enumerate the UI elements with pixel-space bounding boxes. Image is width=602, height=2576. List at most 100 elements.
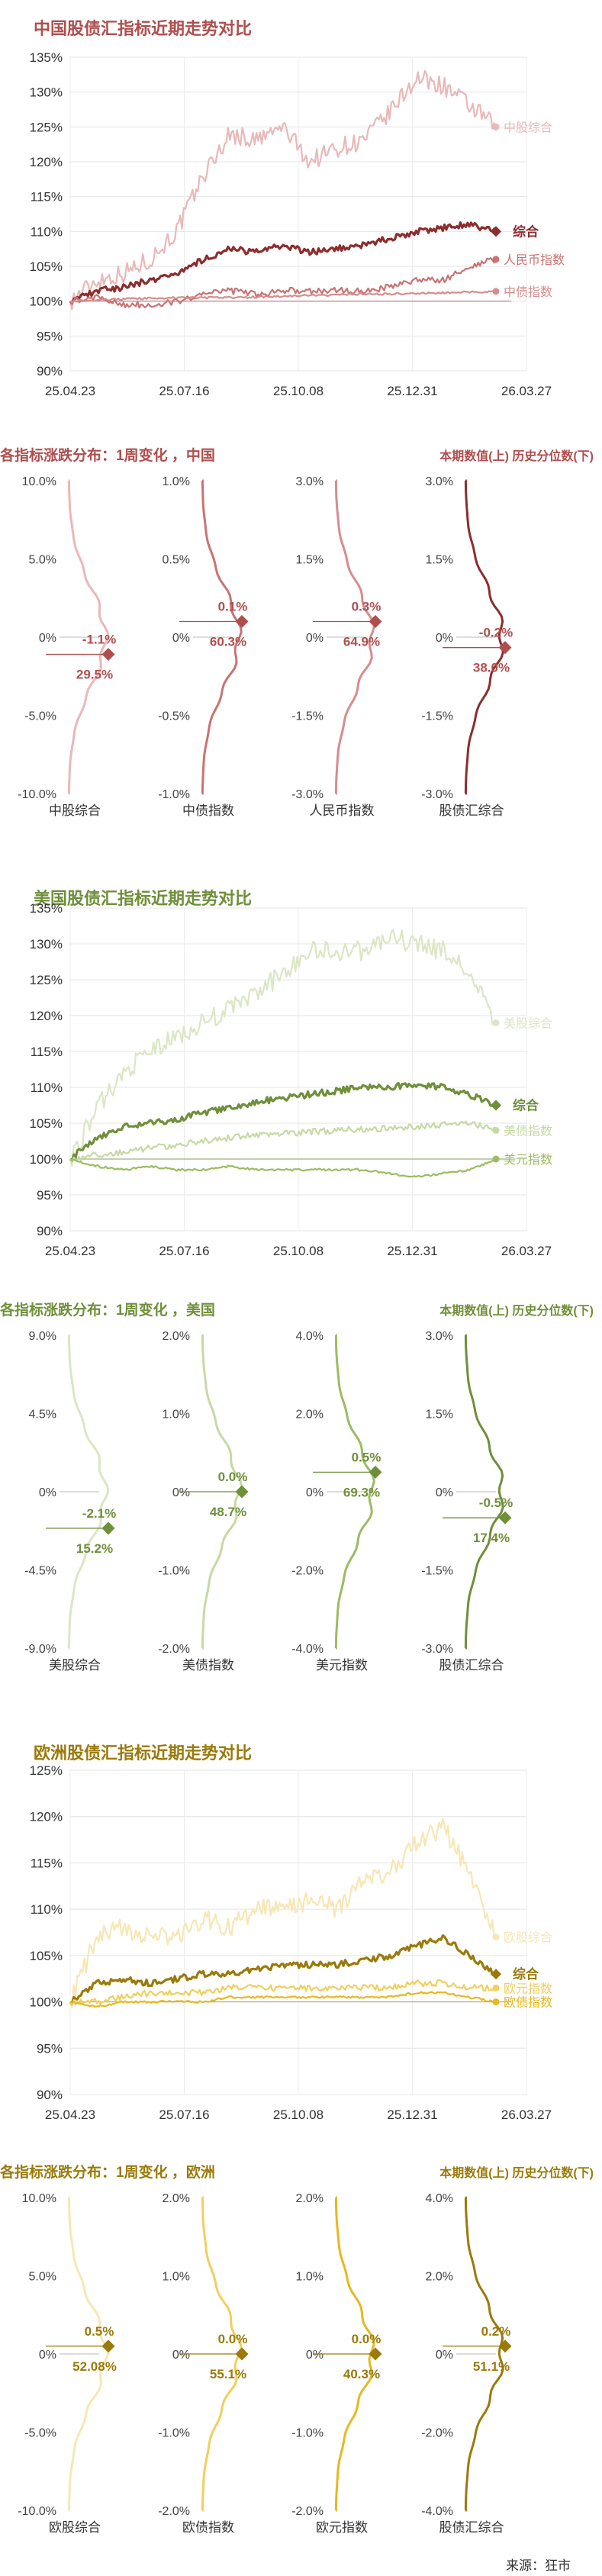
density-curve: [464, 2196, 504, 2512]
y-tick-label: 90%: [37, 2088, 63, 2102]
dist-category-label: 股债汇综合: [439, 2520, 504, 2535]
dist-tick-label: 1.5%: [426, 1409, 453, 1422]
series-end-marker: [492, 1155, 500, 1163]
dist-tick-label: 1.5%: [296, 554, 324, 567]
dist-category-label: 美债指数: [182, 1658, 234, 1673]
dist-tick-label: 0%: [39, 2349, 56, 2362]
dist-tick-label: -4.0%: [421, 2505, 453, 2518]
y-tick-label: 110%: [31, 1080, 63, 1095]
current-value-label: 0.0%: [218, 1470, 248, 1484]
percentile-label: 64.9%: [343, 635, 380, 649]
series-end-marker: [492, 1126, 500, 1134]
series-label: 综合: [513, 1966, 539, 1982]
dist-tick-label: 2.0%: [296, 1409, 324, 1422]
dist-tick-label: 0%: [436, 1486, 453, 1499]
density-curve: [334, 479, 375, 795]
dist-tick-label: -1.5%: [291, 710, 324, 723]
current-value-label: 0.5%: [85, 2324, 114, 2339]
dist-tick-label: 0%: [306, 632, 324, 645]
y-tick-label: 95%: [37, 1188, 63, 1203]
series-line-3: [69, 1158, 497, 1178]
x-tick-label: 25.04.23: [45, 384, 95, 398]
x-tick-label: 25.07.16: [159, 1244, 209, 1258]
x-tick-label: 25.12.31: [387, 2107, 437, 2122]
dist-tick-label: 0%: [436, 632, 453, 645]
x-tick-label: 25.07.16: [159, 384, 209, 398]
dist-tick-label: 0%: [39, 1486, 56, 1499]
density-curve: [464, 1334, 504, 1650]
y-tick-label: 125%: [30, 120, 63, 134]
series-label: 美元指数: [504, 1153, 552, 1167]
dist-tick-label: 10.0%: [22, 2192, 56, 2205]
dist-category-label: 人民币指数: [310, 803, 375, 818]
percentile-label: 29.5%: [76, 668, 113, 682]
current-value-label: 0.3%: [352, 600, 381, 614]
dist-tick-label: -1.0%: [158, 1565, 190, 1578]
series-label: 欧元指数: [504, 1982, 552, 1995]
series-line-0: [69, 929, 497, 1167]
density-curve: [67, 1334, 110, 1650]
x-tick-label: 25.12.31: [387, 384, 437, 398]
series-line-0: [69, 69, 497, 311]
dist-tick-label: -3.0%: [421, 788, 453, 801]
dist-tick-label: 4.0%: [296, 1330, 324, 1343]
dist-tick-label: 3.0%: [426, 475, 453, 488]
dist-tick-label: -10.0%: [18, 2505, 56, 2518]
density-curve: [67, 479, 110, 795]
y-tick-label: 135%: [30, 901, 63, 916]
distribution-legend: 本期数值(上) 历史分位数(下): [439, 2165, 594, 2180]
percentile-label: 69.3%: [343, 1485, 380, 1499]
dist-tick-label: 1.0%: [296, 2271, 324, 2284]
series-label: 美债指数: [504, 1124, 552, 1138]
dist-tick-label: 4.5%: [29, 1409, 56, 1422]
series-line-1: [69, 1081, 497, 1162]
distribution-panel-1: 2.0% 1.0% 0% -1.0% -2.0% 0.0% 48.7% 美债指数: [158, 1330, 249, 1673]
trend-chart-title: 欧洲股债汇指标近期走势对比: [34, 1744, 252, 1763]
series-line-1: [69, 221, 497, 305]
dist-category-label: 中股综合: [49, 803, 101, 818]
percentile-label: 55.1%: [210, 2367, 246, 2381]
dist-tick-label: -5.0%: [24, 710, 56, 723]
density-curve: [464, 479, 504, 795]
distribution-panel-0: 9.0% 4.5% 0% -4.5% -9.0% -2.1% 15.2% 美股综合: [24, 1330, 116, 1673]
distribution-chart-2: 各指标涨跌分布：1周变化 ，欧洲 本期数值(上) 历史分位数(下) 10.0% 5.0…: [0, 2163, 594, 2535]
distribution-panel-1: 2.0% 1.0% 0% -1.0% -2.0% 0.0% 55.1% 欧债指数: [158, 2192, 249, 2535]
dist-tick-label: 0.5%: [163, 554, 190, 567]
dist-tick-label: -2.0%: [291, 2505, 324, 2518]
percentile-label: 15.2%: [76, 1541, 113, 1556]
percentile-label: 40.3%: [343, 2367, 380, 2381]
series-label: 欧债指数: [504, 1996, 552, 2010]
current-value-label: -0.2%: [479, 626, 513, 640]
dist-tick-label: 2.0%: [296, 2192, 324, 2205]
current-value-marker: [101, 1521, 115, 1535]
x-tick-label: 25.04.23: [45, 2107, 95, 2122]
dist-tick-label: -3.0%: [291, 788, 324, 801]
percentile-label: 48.7%: [210, 1505, 246, 1519]
y-tick-label: 95%: [37, 2041, 63, 2056]
current-value-label: 0.1%: [218, 600, 248, 614]
distribution-panel-0: 10.0% 5.0% 0% -5.0% -10.0% -1.1% 29.5% 中股综合: [18, 475, 116, 818]
distribution-title: 各指标涨跌分布：1周变化 ，中国: [0, 446, 215, 464]
dist-tick-label: 0%: [172, 1486, 190, 1499]
current-value-marker: [498, 1511, 512, 1525]
series-end-marker: [490, 226, 502, 237]
dist-tick-label: -1.5%: [421, 710, 453, 723]
y-tick-label: 90%: [37, 1224, 63, 1238]
dist-tick-label: -2.0%: [291, 1565, 324, 1578]
x-tick-label: 26.03.27: [501, 384, 552, 398]
dist-category-label: 美元指数: [316, 1658, 368, 1673]
y-tick-label: 115%: [31, 190, 63, 204]
distribution-panel-3: 3.0% 1.5% 0% -1.5% -3.0% -0.5% 17.4% 股债汇综合: [421, 1330, 513, 1673]
current-value-label: 0.2%: [481, 2324, 511, 2339]
dist-tick-label: -3.0%: [421, 1643, 453, 1656]
y-tick-label: 95%: [37, 329, 63, 343]
trend-chart-title: 美国股债汇指标近期走势对比: [34, 889, 252, 908]
current-value-label: -0.5%: [479, 1496, 513, 1510]
y-tick-label: 135%: [30, 50, 63, 65]
dist-tick-label: -4.0%: [291, 1643, 324, 1656]
current-value-marker: [101, 648, 115, 662]
distribution-panel-3: 4.0% 2.0% 0% -2.0% -4.0% 0.2% 51.1% 股债汇综合: [421, 2192, 512, 2535]
y-tick-label: 105%: [30, 1949, 63, 1963]
current-value-marker: [498, 2339, 512, 2353]
